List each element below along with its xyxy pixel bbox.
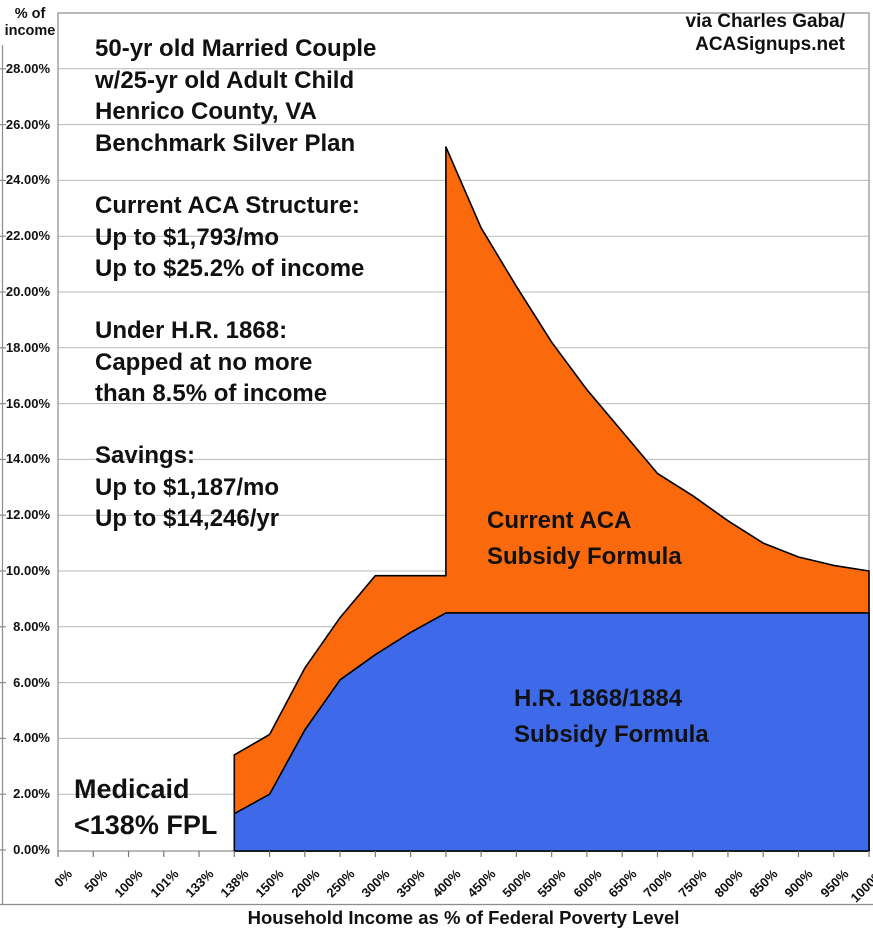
savings-annotation: Savings: Up to $1,187/mo Up to $14,246/y…: [95, 442, 280, 532]
hr1868-area: [233, 612, 870, 852]
medicaid-label: Medicaid <138% FPL: [74, 774, 218, 840]
under-hr1868-annotation: Under H.R. 1868: Capped at no more than …: [95, 317, 328, 407]
y-tick-label: 6.00%: [13, 674, 50, 690]
y-tick-label: 8.00%: [13, 618, 50, 634]
y-tick-label: 0.00%: [13, 842, 50, 857]
y-tick-label: 18.00%: [5, 339, 50, 355]
current-aca-structure-annotation: Current ACA Structure: Up to $1,793/mo U…: [95, 192, 365, 282]
scenario-annotation: 50-yr old Married Couple w/25-yr old Adu…: [95, 35, 377, 157]
y-tick-label: 10.00%: [5, 563, 50, 578]
y-tick-label: 20.00%: [5, 284, 50, 299]
hr1868-area-label: H.R. 1868/1884 Subsidy Formula: [514, 685, 709, 748]
y-tick-label: 14.00%: [5, 451, 50, 467]
x-axis-title: Household Income as % of Federal Poverty…: [247, 907, 680, 928]
current-aca-area-label: Current ACA Subsidy Formula: [487, 507, 682, 570]
y-tick-label: 12.00%: [5, 507, 50, 523]
credit-text: via Charles Gaba/ ACASignups.net: [685, 11, 845, 55]
y-tick-label: 26.00%: [5, 116, 50, 132]
y-axis-title: % of income: [4, 6, 56, 39]
y-tick-label: 16.00%: [5, 395, 50, 411]
y-tick-label: 22.00%: [5, 228, 50, 244]
y-tick-label: 24.00%: [5, 172, 50, 188]
y-tick-label: 28.00%: [5, 60, 50, 76]
y-tick-label: 4.00%: [13, 730, 50, 746]
y-tick-label: 2.00%: [13, 786, 50, 802]
